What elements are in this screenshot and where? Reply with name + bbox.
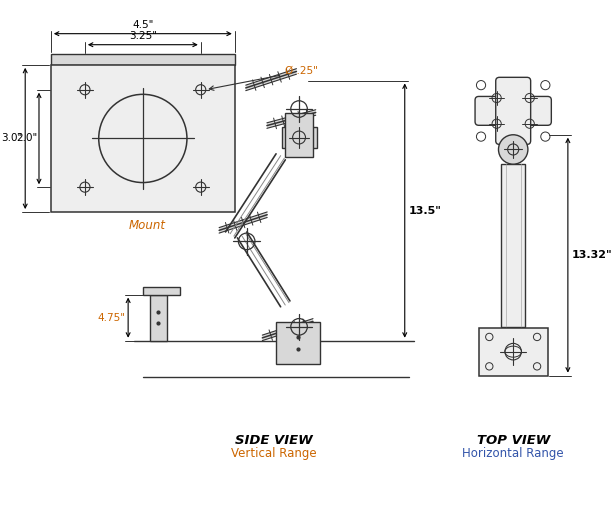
Bar [500, 100, 527, 122]
Text: 3.0": 3.0" [1, 133, 23, 143]
Circle shape [498, 135, 528, 164]
Text: 13.5": 13.5" [408, 206, 441, 216]
Bar [276, 322, 320, 364]
Text: Ø .25": Ø .25" [209, 66, 318, 90]
Bar [285, 113, 313, 157]
Polygon shape [219, 212, 267, 233]
Polygon shape [262, 319, 313, 341]
Bar [143, 287, 180, 295]
Polygon shape [267, 110, 316, 128]
Text: 2.0": 2.0" [16, 133, 37, 143]
Bar [281, 128, 316, 148]
Bar [501, 164, 525, 327]
Text: Vertical Range: Vertical Range [232, 447, 317, 460]
Text: Horizontal Range: Horizontal Range [462, 447, 564, 460]
Text: 13.32": 13.32" [571, 250, 612, 260]
Text: 4.75": 4.75" [97, 313, 126, 323]
Text: Mount: Mount [129, 219, 166, 233]
Text: TOP VIEW: TOP VIEW [476, 434, 550, 447]
Bar [51, 65, 235, 212]
Text: SIDE VIEW: SIDE VIEW [235, 434, 313, 447]
FancyBboxPatch shape [475, 97, 551, 125]
FancyBboxPatch shape [496, 77, 531, 144]
Text: 4.5": 4.5" [132, 20, 153, 30]
Bar [479, 328, 547, 375]
Bar [51, 54, 235, 65]
Text: 3.25": 3.25" [129, 31, 157, 41]
Polygon shape [246, 69, 297, 91]
Bar [150, 295, 167, 341]
